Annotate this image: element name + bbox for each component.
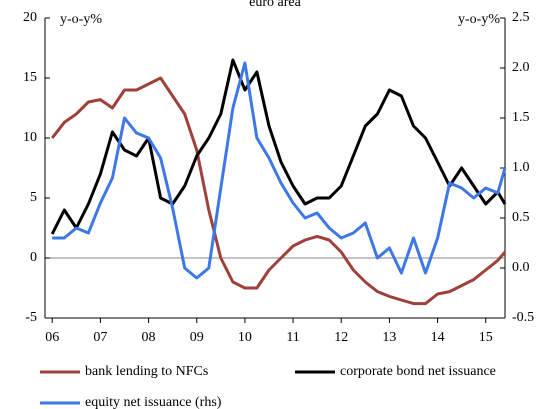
x-tick-label: 11 [286,330,299,345]
legend-label: equity net issuance (rhs) [85,395,222,409]
x-tick-label: 09 [190,330,204,345]
x-tick-label: 14 [431,330,445,345]
x-tick-label: 07 [93,330,107,345]
series-line [52,61,507,280]
legend-label: corporate bond net issuance [340,364,496,379]
x-tick-label: 06 [45,330,59,345]
y-tick-label: 0 [30,250,37,265]
x-tick-label: 08 [142,330,156,345]
y-tick-label: -5 [25,310,37,325]
x-tick-label: 10 [238,330,252,345]
y2-tick-label: 1.0 [512,160,530,175]
legend-label: bank lending to NFCs [85,364,208,379]
y2-axis-label: y-o-y% [458,12,500,27]
y-tick-label: 5 [30,190,37,205]
y-tick-label: 10 [23,130,37,145]
y2-tick-label: -0.5 [512,310,534,325]
x-tick-label: 13 [382,330,396,345]
y-tick-label: 20 [23,10,37,25]
y2-tick-label: 1.5 [512,110,530,125]
series-line [50,58,507,235]
y2-tick-label: 0.0 [512,260,530,275]
y2-tick-label: 2.0 [512,60,530,75]
chart-title: euro area [249,0,301,10]
y2-tick-label: 2.5 [512,10,530,25]
x-tick-label: 15 [479,330,493,345]
x-tick-label: 12 [334,330,348,345]
y-tick-label: 15 [23,70,37,85]
y-axis-label: y-o-y% [60,12,102,27]
y2-tick-label: 0.5 [512,210,530,225]
series-line [51,76,507,306]
